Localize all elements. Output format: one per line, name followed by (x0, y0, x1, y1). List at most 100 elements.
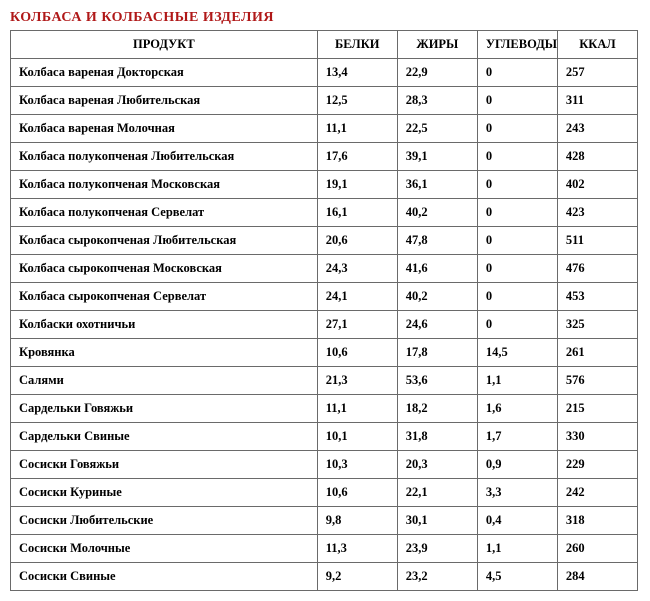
cell-value: 31,8 (397, 423, 477, 451)
cell-value: 260 (557, 535, 637, 563)
cell-value: 1,1 (477, 367, 557, 395)
table-row: Колбаса вареная Докторская13,422,90257 (11, 59, 638, 87)
table-row: Колбаса сырокопченая Сервелат24,140,2045… (11, 283, 638, 311)
table-row: Колбаса полукопченая Сервелат16,140,2042… (11, 199, 638, 227)
cell-value: 19,1 (317, 171, 397, 199)
table-row: Салями21,353,61,1576 (11, 367, 638, 395)
cell-value: 215 (557, 395, 637, 423)
cell-value: 10,6 (317, 479, 397, 507)
cell-product: Сосиски Говяжьи (11, 451, 318, 479)
cell-value: 14,5 (477, 339, 557, 367)
cell-value: 0 (477, 115, 557, 143)
cell-value: 453 (557, 283, 637, 311)
cell-value: 318 (557, 507, 637, 535)
table-row: Колбаса вареная Молочная11,122,50243 (11, 115, 638, 143)
cell-value: 311 (557, 87, 637, 115)
cell-value: 0 (477, 171, 557, 199)
cell-value: 23,2 (397, 563, 477, 591)
cell-value: 4,5 (477, 563, 557, 591)
cell-value: 36,1 (397, 171, 477, 199)
cell-value: 11,3 (317, 535, 397, 563)
cell-product: Сосиски Молочные (11, 535, 318, 563)
cell-value: 11,1 (317, 115, 397, 143)
cell-value: 22,1 (397, 479, 477, 507)
table-row: Сосиски Куриные10,622,13,3242 (11, 479, 638, 507)
cell-product: Сосиски Куриные (11, 479, 318, 507)
table-row: Сосиски Говяжьи10,320,30,9229 (11, 451, 638, 479)
table-row: Колбаса полукопченая Московская19,136,10… (11, 171, 638, 199)
cell-value: 1,7 (477, 423, 557, 451)
cell-product: Колбаса вареная Молочная (11, 115, 318, 143)
cell-value: 12,5 (317, 87, 397, 115)
cell-value: 0,9 (477, 451, 557, 479)
cell-value: 28,3 (397, 87, 477, 115)
cell-value: 22,9 (397, 59, 477, 87)
table-row: Колбаса вареная Любительская12,528,30311 (11, 87, 638, 115)
cell-value: 10,3 (317, 451, 397, 479)
cell-product: Колбаски охотничьи (11, 311, 318, 339)
cell-value: 243 (557, 115, 637, 143)
cell-value: 20,6 (317, 227, 397, 255)
cell-value: 10,1 (317, 423, 397, 451)
cell-value: 0 (477, 87, 557, 115)
cell-value: 17,6 (317, 143, 397, 171)
cell-product: Колбаса вареная Докторская (11, 59, 318, 87)
cell-value: 1,1 (477, 535, 557, 563)
cell-value: 9,2 (317, 563, 397, 591)
cell-product: Колбаса сырокопченая Московская (11, 255, 318, 283)
cell-product: Салями (11, 367, 318, 395)
cell-value: 0 (477, 283, 557, 311)
cell-product: Колбаса полукопченая Московская (11, 171, 318, 199)
cell-value: 10,6 (317, 339, 397, 367)
cell-value: 0 (477, 311, 557, 339)
cell-value: 40,2 (397, 283, 477, 311)
table-row: Колбаса сырокопченая Московская24,341,60… (11, 255, 638, 283)
cell-value: 229 (557, 451, 637, 479)
cell-value: 20,3 (397, 451, 477, 479)
col-product: ПРОДУКТ (11, 31, 318, 59)
cell-value: 27,1 (317, 311, 397, 339)
col-kcal: ККАЛ (557, 31, 637, 59)
cell-value: 402 (557, 171, 637, 199)
cell-value: 1,6 (477, 395, 557, 423)
col-fat: ЖИРЫ (397, 31, 477, 59)
cell-product: Сардельки Говяжьи (11, 395, 318, 423)
cell-value: 23,9 (397, 535, 477, 563)
cell-value: 325 (557, 311, 637, 339)
table-row: Сардельки Говяжьи11,118,21,6215 (11, 395, 638, 423)
cell-value: 9,8 (317, 507, 397, 535)
table-row: Колбаски охотничьи27,124,60325 (11, 311, 638, 339)
cell-product: Колбаса полукопченая Любительская (11, 143, 318, 171)
cell-product: Колбаса полукопченая Сервелат (11, 199, 318, 227)
cell-value: 242 (557, 479, 637, 507)
cell-value: 0 (477, 255, 557, 283)
cell-value: 284 (557, 563, 637, 591)
cell-value: 24,3 (317, 255, 397, 283)
cell-value: 39,1 (397, 143, 477, 171)
table-row: Сардельки Свиные10,131,81,7330 (11, 423, 638, 451)
cell-value: 476 (557, 255, 637, 283)
cell-value: 0 (477, 199, 557, 227)
cell-value: 13,4 (317, 59, 397, 87)
cell-value: 17,8 (397, 339, 477, 367)
cell-value: 423 (557, 199, 637, 227)
table-row: Кровянка10,617,814,5261 (11, 339, 638, 367)
cell-value: 16,1 (317, 199, 397, 227)
cell-value: 576 (557, 367, 637, 395)
cell-value: 11,1 (317, 395, 397, 423)
cell-product: Сардельки Свиные (11, 423, 318, 451)
cell-value: 41,6 (397, 255, 477, 283)
cell-product: Кровянка (11, 339, 318, 367)
nutrition-table: ПРОДУКТ БЕЛКИ ЖИРЫ УГЛЕВОДЫ ККАЛ Колбаса… (10, 30, 638, 591)
table-row: Колбаса полукопченая Любительская17,639,… (11, 143, 638, 171)
cell-product: Колбаса сырокопченая Сервелат (11, 283, 318, 311)
cell-value: 428 (557, 143, 637, 171)
cell-value: 511 (557, 227, 637, 255)
cell-value: 24,1 (317, 283, 397, 311)
table-header-row: ПРОДУКТ БЕЛКИ ЖИРЫ УГЛЕВОДЫ ККАЛ (11, 31, 638, 59)
cell-value: 40,2 (397, 199, 477, 227)
col-carbs: УГЛЕВОДЫ (477, 31, 557, 59)
cell-value: 47,8 (397, 227, 477, 255)
cell-product: Сосиски Свиные (11, 563, 318, 591)
table-row: Сосиски Любительские9,830,10,4318 (11, 507, 638, 535)
